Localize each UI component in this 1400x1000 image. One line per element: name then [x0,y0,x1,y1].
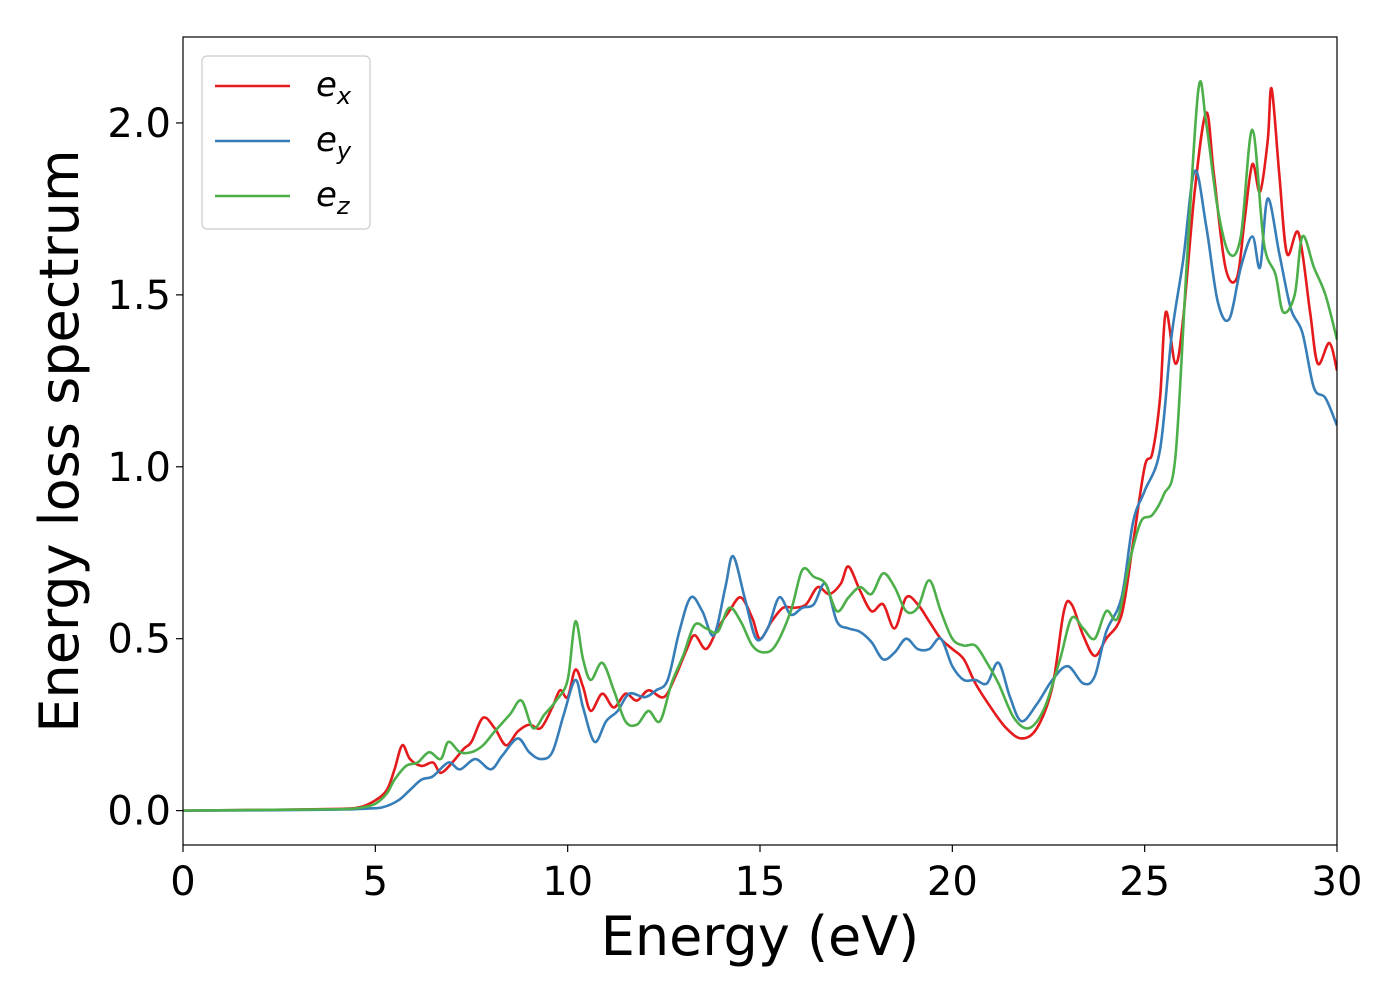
legend: ex ey ez [201,55,371,230]
y-tick-label: 2.0 [107,101,171,147]
y-axis-title: Energy loss spectrum [28,149,91,732]
x-tick-label: 5 [363,859,388,905]
x-tick-label: 0 [170,859,195,905]
series-line-y [183,169,1337,812]
y-tick-label: 1.5 [107,273,171,319]
x-tick-label: 30 [1312,859,1363,905]
x-axis-title: Energy (eV) [601,905,920,968]
series-layer [183,80,1337,812]
legend-label-z: ez [316,175,351,220]
legend-label-y: ey [316,120,352,165]
series-line-x [183,87,1337,812]
y-tick-label: 1.0 [107,445,171,491]
x-tick-label: 15 [735,859,786,905]
y-tick-label: 0.5 [107,617,171,663]
x-tick-label: 20 [927,859,978,905]
legend-label-x: ex [316,65,352,110]
x-tick-label: 10 [542,859,593,905]
x-tick-label: 25 [1119,859,1170,905]
ticks-layer: 0 5 10 15 20 25 30 0.0 0.5 1.0 1.5 2.0 [107,101,1362,905]
y-tick-label: 0.0 [107,789,171,835]
series-line-z [183,80,1337,812]
legend-box [201,55,371,230]
